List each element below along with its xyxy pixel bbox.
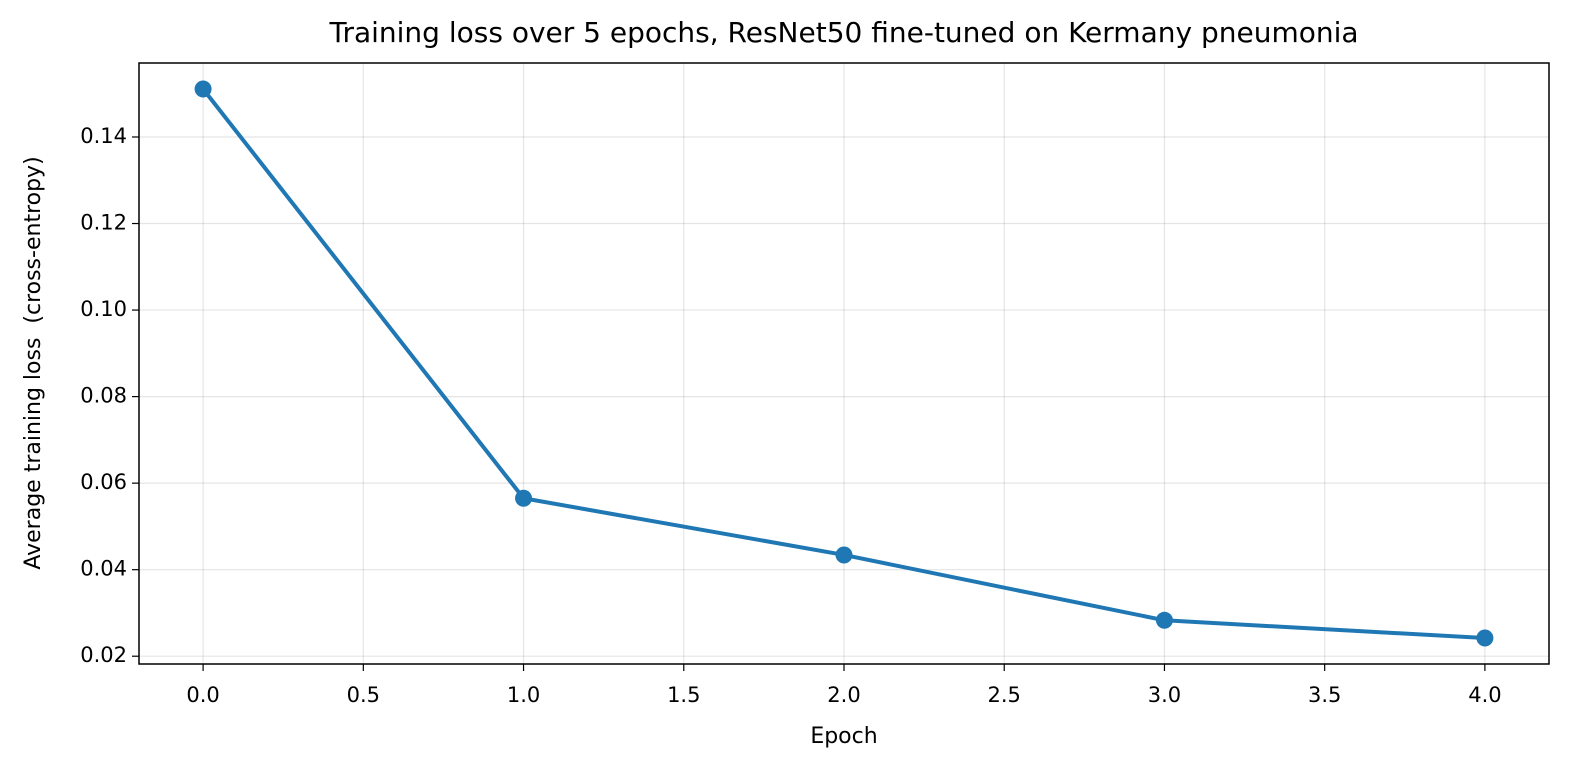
x-tick-label: 0.5 — [347, 683, 380, 707]
y-tick-label: 0.10 — [80, 297, 127, 321]
x-tick-label: 0.0 — [186, 683, 219, 707]
y-tick-label: 0.06 — [80, 470, 127, 494]
data-point — [515, 489, 533, 507]
data-point — [194, 80, 212, 98]
x-tick-label: 3.5 — [1308, 683, 1341, 707]
data-point — [1155, 611, 1173, 629]
x-tick-label: 1.0 — [507, 683, 540, 707]
data-point — [835, 546, 853, 564]
x-tick-label: 2.0 — [827, 683, 860, 707]
plot-frame — [138, 62, 1550, 665]
x-tick-label: 3.0 — [1148, 683, 1181, 707]
chart-title: Training loss over 5 epochs, ResNet50 fi… — [328, 16, 1358, 49]
y-tick-label: 0.04 — [80, 557, 127, 581]
data-point — [1476, 629, 1494, 647]
x-tick-label: 1.5 — [667, 683, 700, 707]
y-tick-label: 0.14 — [80, 124, 127, 148]
x-axis-label: Epoch — [810, 724, 877, 749]
x-tick-label: 4.0 — [1468, 683, 1501, 707]
y-tick-label: 0.08 — [80, 384, 127, 408]
x-tick-label: 2.5 — [988, 683, 1021, 707]
y-axis-label: Average training loss (cross-entropy) — [21, 156, 46, 569]
y-tick-label: 0.12 — [80, 211, 127, 235]
y-tick-label: 0.02 — [80, 643, 127, 667]
